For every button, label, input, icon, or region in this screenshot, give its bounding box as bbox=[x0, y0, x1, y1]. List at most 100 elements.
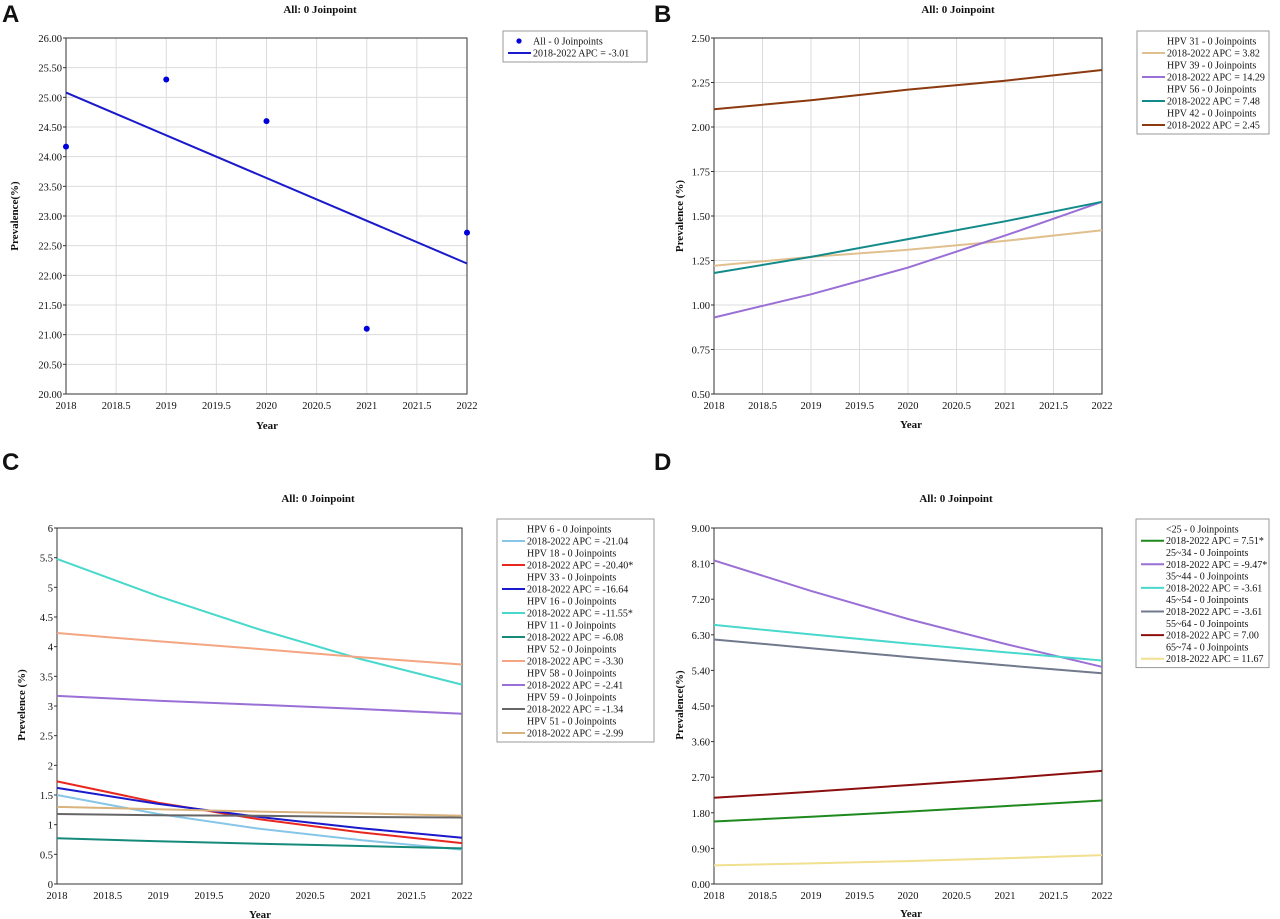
panel-a-y-tick-label: 21.50 bbox=[38, 301, 62, 312]
panel-c-series-line-2 bbox=[56, 786, 463, 839]
panel-c-legend-label: 2018-2022 APC = -20.40* bbox=[527, 561, 633, 572]
panel-b-grid bbox=[713, 37, 1103, 395]
panel-d-y-tick-label: 8.10 bbox=[692, 560, 710, 571]
panel-c-legend-label: HPV 58 - 0 Joinpoints bbox=[527, 669, 616, 680]
panel-d: D All: 0 Joinpoint Year Prevalence(%) 20… bbox=[654, 449, 1270, 919]
panel-d-plot: 2018 2018.5 2019 2019.5 2020 2020.5 2021 2021.5… bbox=[692, 518, 1270, 902]
panel-d-x-ticks: 2018 2018.5 2019 2019.5 2020 2020.5 2021 2021.5… bbox=[704, 891, 1113, 902]
panel-b-plot: 2018 2018.5 2019 2019.5 2020 2020.5 2021 2021.5… bbox=[692, 30, 1270, 412]
panel-b-letter: B bbox=[654, 1, 671, 28]
panel-c-series-line-1 bbox=[56, 780, 463, 845]
panel-b-legend-label: 2018-2022 APC = 2.45 bbox=[1167, 121, 1260, 132]
panel-a-letter: A bbox=[2, 1, 19, 28]
panel-b-y-axis-title: Prevalence (%) bbox=[674, 180, 686, 253]
panel-d-y-tick-label: 5.40 bbox=[692, 666, 710, 677]
panel-c-y-tick-label: 1.5 bbox=[40, 791, 53, 802]
panel-b-legend-label: HPV 39 - 0 Joinpoints bbox=[1167, 61, 1256, 72]
panel-b-x-axis-title: Year bbox=[900, 419, 922, 431]
panel-c-legend-label: 2018-2022 APC = -6.08 bbox=[527, 633, 623, 644]
panel-b-series-line-3 bbox=[713, 69, 1103, 111]
panel-c-series-line-5 bbox=[56, 632, 463, 666]
panel-d-series-line-4 bbox=[713, 769, 1103, 799]
panel-c-legend-label: HPV 18 - 0 Joinpoints bbox=[527, 549, 616, 560]
panel-a-y-ticks: 20.00 20.50 21.00 21.50 22.00 22.50 23.00 23.50… bbox=[38, 34, 66, 401]
panel-c-y-tick-label: 5 bbox=[48, 583, 53, 594]
panel-b-title: All: 0 Joinpoint bbox=[921, 4, 995, 16]
panel-a-x-axis-title: Year bbox=[256, 420, 278, 432]
panel-a-legend-label: 2018-2022 APC = -3.01 bbox=[533, 49, 629, 60]
panel-d-x-tick-label: 2020 bbox=[898, 891, 919, 902]
panel-c-y-tick-label: 1 bbox=[48, 821, 53, 832]
panel-d-x-tick-label: 2021.5 bbox=[1039, 891, 1068, 902]
panel-b: B All: 0 Joinpoint Year Prevalence (%) 2… bbox=[654, 1, 1270, 431]
panel-c-series-line-0 bbox=[56, 794, 463, 851]
panel-c-y-tick-label: 2.5 bbox=[40, 732, 53, 743]
panel-d-x-tick-label: 2020.5 bbox=[942, 891, 971, 902]
panel-c-y-ticks: 0 0.5 1 1.5 2 2.5 3 3.5 4 4.5 5 5.5 6 bbox=[40, 524, 57, 891]
panel-d-y-tick-label: 1.80 bbox=[692, 809, 710, 820]
panel-b-y-ticks: 0.50 0.75 1.00 1.25 1.50 1.75 2.00 2.25 2.50 bbox=[692, 34, 714, 401]
panel-c-legend-label: HPV 11 - 0 Joinpoints bbox=[527, 621, 616, 632]
panel-c-x-tick-label: 2021 bbox=[350, 891, 371, 902]
panel-a-x-tick-label: 2020.5 bbox=[302, 401, 331, 412]
panel-b-x-tick-label: 2019.5 bbox=[845, 401, 874, 412]
panel-c-x-tick-label: 2018.5 bbox=[93, 891, 122, 902]
panel-d-series-line-2 bbox=[713, 623, 1103, 662]
panel-a-plot: 2018 2018.5 2019 2019.5 2020 2020.5 2021 2021.5… bbox=[38, 30, 648, 412]
panel-a-title: All: 0 Joinpoint bbox=[283, 4, 357, 16]
panel-a-y-tick-label: 24.50 bbox=[38, 123, 62, 134]
panel-a-x-tick-label: 2021 bbox=[356, 401, 377, 412]
panel-d-y-tick-label: 2.70 bbox=[692, 773, 710, 784]
panel-d-x-tick-label: 2018 bbox=[704, 891, 725, 902]
panel-c-y-tick-label: 4 bbox=[48, 643, 54, 654]
panel-c-legend-label: 2018-2022 APC = -21.04 bbox=[527, 537, 628, 548]
panel-b-x-tick-label: 2019 bbox=[801, 401, 822, 412]
panel-a-grid bbox=[65, 37, 468, 395]
panel-d-x-axis-title: Year bbox=[900, 908, 922, 919]
panel-d-legend-label: 2018-2022 APC = 11.67 bbox=[1166, 654, 1264, 665]
panel-a-x-tick-label: 2020 bbox=[256, 401, 277, 412]
panel-b-y-tick-label: 1.00 bbox=[692, 301, 710, 312]
panel-d-legend-label: 25~34 - 0 Joinpoints bbox=[1166, 548, 1248, 559]
panel-a-x-tick-label: 2018.5 bbox=[102, 401, 131, 412]
panel-c-y-tick-label: 5.5 bbox=[40, 554, 53, 565]
panel-b-y-tick-label: 2.50 bbox=[692, 34, 710, 45]
panel-b-legend-label: 2018-2022 APC = 7.48 bbox=[1167, 97, 1260, 108]
panel-b-legend-label: HPV 42 - 0 Joinpoints bbox=[1167, 109, 1256, 120]
panel-d-y-ticks: 0.00 0.90 1.80 2.70 3.60 4.50 5.40 6.30 7.20 8.10… bbox=[692, 524, 714, 891]
panel-a-x-tick-label: 2022 bbox=[457, 401, 478, 412]
panel-a-y-tick-label: 22.00 bbox=[38, 271, 62, 282]
panel-c-y-tick-label: 0.5 bbox=[40, 850, 53, 861]
panel-b-legend-label: HPV 31 - 0 Joinpoints bbox=[1167, 37, 1256, 48]
panel-d-x-tick-label: 2022 bbox=[1092, 891, 1113, 902]
panel-c-y-tick-label: 4.5 bbox=[40, 613, 53, 624]
panel-d-legend-label: 2018-2022 APC = 7.00 bbox=[1166, 631, 1259, 642]
panel-a-data-point bbox=[63, 143, 69, 150]
panel-c-y-tick-label: 2 bbox=[48, 761, 53, 772]
panel-d-legend-label: 35~44 - 0 Joinpoints bbox=[1166, 572, 1248, 583]
panel-d-letter: D bbox=[654, 449, 671, 476]
panel-b-legend-label: 2018-2022 APC = 14.29 bbox=[1167, 73, 1265, 84]
panel-b-series-line-2 bbox=[713, 200, 1103, 274]
panel-d-legend-label: 2018-2022 APC = 7.51* bbox=[1166, 536, 1264, 547]
panel-d-y-tick-label: 0.90 bbox=[692, 844, 710, 855]
panel-a-y-tick-label: 24.00 bbox=[38, 153, 62, 164]
panel-c-legend-box bbox=[496, 518, 655, 743]
panel-b-x-tick-label: 2020 bbox=[898, 401, 919, 412]
panel-c-x-tick-label: 2018 bbox=[47, 891, 68, 902]
panel-a-legend-marker bbox=[516, 38, 522, 44]
panel-c-legend-label: HPV 16 - 0 Joinpoints bbox=[527, 597, 616, 608]
panel-c-legend-label: HPV 33 - 0 Joinpoints bbox=[527, 573, 616, 584]
panel-a-data-point bbox=[163, 76, 170, 83]
panel-c-x-ticks: 2018 2018.5 2019 2019.5 2020 2020.5 2021 2021.5… bbox=[47, 891, 473, 902]
panel-c-series-line-7 bbox=[56, 813, 463, 819]
panel-a-x-tick-label: 2018 bbox=[56, 401, 77, 412]
panel-c-series bbox=[56, 557, 463, 851]
panel-c-x-tick-label: 2022 bbox=[452, 891, 473, 902]
panel-c-x-tick-label: 2019 bbox=[148, 891, 169, 902]
panel-c-legend-label: 2018-2022 APC = -16.64 bbox=[527, 585, 628, 596]
panel-d-legend-label: 45~54 - 0 Joinpoints bbox=[1166, 595, 1248, 606]
